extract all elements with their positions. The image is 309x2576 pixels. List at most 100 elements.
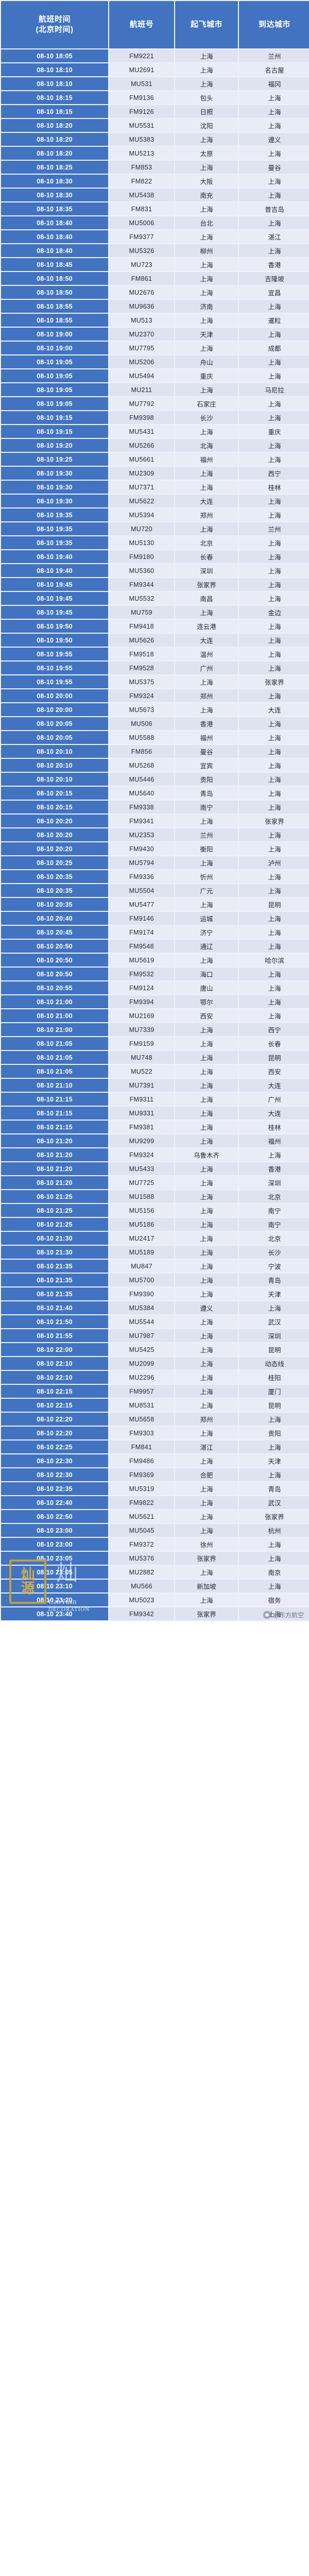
cell-flight-time: 08-10 20:20 xyxy=(1,815,108,827)
cell-departure-city: 广元 xyxy=(175,884,238,897)
cell-departure-city: 上海 xyxy=(175,1176,238,1189)
cell-arrival-city: 上海 xyxy=(239,550,309,563)
table-row: 08-10 22:25 FM841 湛江 上海 xyxy=(1,1440,309,1453)
cell-flight-time: 08-10 19:15 xyxy=(1,425,108,438)
cell-departure-city: 大连 xyxy=(175,495,238,507)
column-header-arrival-city: 到达城市 xyxy=(239,1,309,48)
cell-arrival-city: 上海 xyxy=(239,1580,309,1592)
cell-departure-city: 宜宾 xyxy=(175,759,238,772)
cell-flight-time: 08-10 21:15 xyxy=(1,1093,108,1106)
cell-flight-number: FM9126 xyxy=(109,105,174,118)
cell-flight-time: 08-10 21:35 xyxy=(1,1287,108,1300)
cell-flight-time: 08-10 19:45 xyxy=(1,578,108,591)
cell-flight-number: MU5532 xyxy=(109,592,174,605)
cell-arrival-city: 成都 xyxy=(239,342,309,354)
table-row: 08-10 18:55 MU9636 济南 上海 xyxy=(1,300,309,313)
cell-arrival-city: 昆明 xyxy=(239,898,309,911)
table-row: 08-10 21:40 MU5384 遵义 上海 xyxy=(1,1301,309,1314)
cell-flight-time: 08-10 22:25 xyxy=(1,1440,108,1453)
cell-departure-city: 石家庄 xyxy=(175,397,238,410)
table-row: 08-10 18:20 MU5531 沈阳 上海 xyxy=(1,119,309,132)
cell-departure-city: 曼谷 xyxy=(175,745,238,758)
table-row: 08-10 21:20 MU5433 上海 香港 xyxy=(1,1162,309,1175)
cell-arrival-city: 上海 xyxy=(239,759,309,772)
cell-flight-time: 08-10 18:45 xyxy=(1,258,108,271)
column-header-departure-city: 起飞城市 xyxy=(175,1,238,48)
table-row: 08-10 22:10 MU2296 上海 桂阳 xyxy=(1,1371,309,1384)
cell-departure-city: 广州 xyxy=(175,662,238,674)
cell-departure-city: 乌鲁木齐 xyxy=(175,1148,238,1161)
cell-flight-time: 08-10 18:10 xyxy=(1,63,108,76)
header-line-2: (北京时间) xyxy=(36,25,74,34)
cell-departure-city: 徐州 xyxy=(175,1538,238,1551)
cell-flight-time: 08-10 20:50 xyxy=(1,968,108,980)
cell-flight-time: 08-10 21:50 xyxy=(1,1315,108,1328)
cell-departure-city: 上海 xyxy=(175,898,238,911)
cell-departure-city: 上海 xyxy=(175,1246,238,1259)
table-row: 08-10 18:55 MU513 上海 暹粒 xyxy=(1,314,309,327)
cell-flight-time: 08-10 18:35 xyxy=(1,202,108,215)
cell-flight-number: MU211 xyxy=(109,383,174,396)
table-row: 08-10 18:15 FM9136 包头 上海 xyxy=(1,91,309,104)
cell-arrival-city: 普吉岛 xyxy=(239,202,309,215)
table-row: 08-10 19:20 MU5266 北海 上海 xyxy=(1,439,309,452)
cell-flight-number: MU5794 xyxy=(109,856,174,869)
cell-flight-time: 08-10 19:35 xyxy=(1,522,108,535)
cell-departure-city: 上海 xyxy=(175,1496,238,1509)
cell-flight-time: 08-10 22:10 xyxy=(1,1357,108,1370)
cell-arrival-city: 西安 xyxy=(239,1065,309,1078)
cell-flight-time: 08-10 21:00 xyxy=(1,1023,108,1036)
table-row: 08-10 21:00 MU2169 西安 上海 xyxy=(1,1009,309,1022)
cell-arrival-city: 上海 xyxy=(239,620,309,633)
cell-departure-city: 柳州 xyxy=(175,244,238,257)
cell-arrival-city: 暹粒 xyxy=(239,314,309,327)
cell-flight-number: FM9342 xyxy=(109,1607,174,1620)
table-row: 08-10 20:10 MU5268 宜宾 上海 xyxy=(1,759,309,772)
cell-flight-number: FM9398 xyxy=(109,411,174,424)
cell-flight-number: FM9372 xyxy=(109,1538,174,1551)
cell-arrival-city: 兰州 xyxy=(239,49,309,62)
cell-departure-city: 上海 xyxy=(175,286,238,299)
cell-flight-time: 08-10 18:50 xyxy=(1,286,108,299)
cell-arrival-city: 上海 xyxy=(239,1413,309,1426)
cell-flight-number: FM831 xyxy=(109,202,174,215)
table-row: 08-10 18:05 FM9221 上海 兰州 xyxy=(1,49,309,62)
cell-flight-time: 08-10 19:45 xyxy=(1,606,108,619)
cell-arrival-city: 桂阳 xyxy=(239,1371,309,1384)
table-row: 08-10 19:00 MU2370 天津 上海 xyxy=(1,328,309,341)
cell-departure-city: 福州 xyxy=(175,731,238,744)
table-row: 08-10 19:40 MU5360 深圳 上海 xyxy=(1,564,309,577)
cell-arrival-city: 上海 xyxy=(239,717,309,730)
cell-flight-number: FM853 xyxy=(109,161,174,174)
cell-departure-city: 上海 xyxy=(175,1454,238,1467)
table-row: 08-10 20:00 MU5673 上海 大连 xyxy=(1,703,309,716)
table-row: 08-10 20:00 FM9324 郑州 上海 xyxy=(1,689,309,702)
cell-flight-time: 08-10 19:05 xyxy=(1,355,108,368)
cell-flight-number: FM856 xyxy=(109,745,174,758)
cell-arrival-city: 南京 xyxy=(239,1566,309,1579)
cell-flight-number: MU9331 xyxy=(109,1107,174,1120)
cell-departure-city: 济南 xyxy=(175,300,238,313)
cell-arrival-city: 昆明 xyxy=(239,1399,309,1412)
cell-flight-time: 08-10 19:05 xyxy=(1,397,108,410)
cell-departure-city: 上海 xyxy=(175,675,238,688)
cell-departure-city: 上海 xyxy=(175,1204,238,1217)
cell-departure-city: 郑州 xyxy=(175,689,238,702)
cell-flight-number: MU5023 xyxy=(109,1594,174,1606)
cell-flight-time: 08-10 21:35 xyxy=(1,1260,108,1273)
cell-flight-number: FM9338 xyxy=(109,801,174,814)
table-row: 08-10 20:55 FM9124 唐山 上海 xyxy=(1,981,309,994)
cell-flight-time: 08-10 21:40 xyxy=(1,1301,108,1314)
cell-arrival-city: 上海 xyxy=(239,105,309,118)
cell-arrival-city: 福冈 xyxy=(239,77,309,90)
cell-flight-time: 08-10 20:15 xyxy=(1,787,108,800)
table-row: 08-10 21:25 MU5186 上海 南宁 xyxy=(1,1218,309,1231)
table-row: 08-10 21:05 MU748 上海 昆明 xyxy=(1,1051,309,1064)
table-row: 08-10 18:50 FM861 上海 吉隆坡 xyxy=(1,272,309,285)
cell-arrival-city: 上海 xyxy=(239,828,309,841)
cell-flight-time: 08-10 21:05 xyxy=(1,1051,108,1064)
cell-flight-number: FM9369 xyxy=(109,1468,174,1481)
cell-departure-city: 上海 xyxy=(175,1023,238,1036)
table-row: 08-10 20:35 MU5504 广元 上海 xyxy=(1,884,309,897)
cell-departure-city: 上海 xyxy=(175,1329,238,1342)
